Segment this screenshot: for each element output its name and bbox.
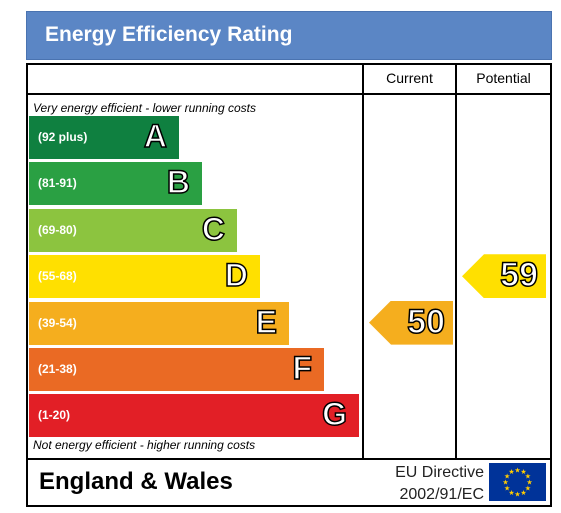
band-range-f: (21-38) — [38, 362, 77, 376]
current-rating-arrow-value: 50 — [406, 302, 445, 342]
band-range-d: (55-68) — [38, 269, 77, 284]
current-rating-arrow: 50 — [369, 300, 453, 345]
band-e: (39-54) E — [29, 301, 289, 345]
band-range-b: (81-91) — [38, 176, 77, 191]
potential-rating-arrow-value: 59 — [499, 255, 538, 295]
directive-line2: 2002/91/EC — [399, 486, 484, 503]
band-range-g: (1-20) — [38, 408, 71, 423]
eu-star-icon: ★ — [520, 489, 526, 497]
eu-star-icon: ★ — [508, 489, 514, 497]
eu-star-icon: ★ — [508, 468, 514, 476]
band-letter-g: G — [321, 396, 347, 434]
current-column-divider — [362, 63, 364, 460]
eu-star-icon: ★ — [526, 479, 532, 487]
header-row-divider — [26, 93, 552, 95]
eu-star-icon: ★ — [514, 467, 520, 475]
band-b: (81-91) B — [29, 162, 202, 206]
eu-star-icon: ★ — [514, 491, 520, 499]
eu-flag-icon: ★ ★ ★ ★ ★ ★ ★ ★ ★ ★ ★ ★ — [489, 463, 546, 501]
top-note: Very energy efficient - lower running co… — [33, 101, 256, 115]
eu-star-icon: ★ — [525, 473, 531, 481]
footer-divider — [26, 458, 552, 460]
potential-column-header: Potential — [476, 70, 531, 86]
band-letter-a: A — [143, 117, 168, 155]
eu-star-icon: ★ — [504, 485, 510, 493]
band-c: (69-80) C — [29, 208, 237, 252]
band-g: (1-20) G — [29, 394, 359, 438]
eu-star-icon: ★ — [502, 479, 508, 487]
chart-title: Energy Efficiency Rating — [45, 23, 293, 46]
bottom-note: Not energy efficient - higher running co… — [33, 438, 256, 452]
band-f: (21-38) F — [29, 348, 324, 391]
rating-frame — [26, 63, 552, 507]
eu-star-icon: ★ — [525, 485, 531, 493]
potential-column-divider — [455, 63, 457, 460]
band-a: (92 plus) A — [29, 116, 179, 159]
current-column-header: Current — [386, 70, 433, 86]
band-letter-d: D — [224, 256, 249, 294]
band-range-a: (92 plus) — [38, 130, 88, 144]
band-range-e: (39-54) — [38, 315, 77, 330]
eu-star-icon: ★ — [520, 468, 526, 476]
band-letter-c: C — [201, 210, 226, 248]
band-d: (55-68) D — [29, 255, 260, 299]
band-letter-b: B — [166, 164, 191, 202]
band-letter-e: E — [255, 303, 278, 341]
chart-header: Energy Efficiency Rating — [26, 11, 552, 60]
band-letter-f: F — [292, 349, 313, 387]
eu-star-icon: ★ — [504, 473, 510, 481]
region-label: England & Wales — [39, 468, 233, 495]
directive-line1: EU Directive — [395, 464, 484, 481]
band-range-c: (69-80) — [38, 222, 77, 237]
